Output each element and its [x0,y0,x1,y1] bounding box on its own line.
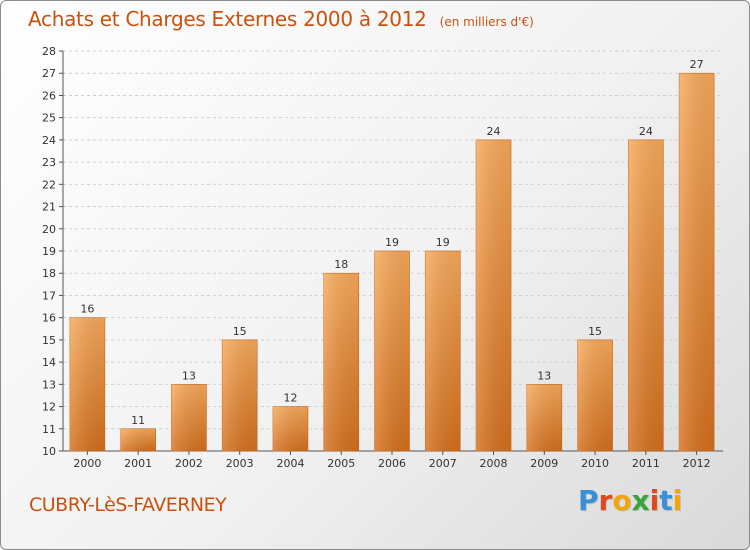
data-label: 24 [639,125,653,138]
bar-sheen-2001 [120,428,156,451]
logo-letter: i [672,484,683,517]
logo-letter: i [649,484,660,517]
x-tick-label: 2011 [632,457,660,470]
data-label: 13 [182,369,196,382]
commune-name: CUBRY-LèS-FAVERNEY [29,494,227,516]
y-tick-label: 27 [42,67,56,80]
y-tick-label: 23 [42,156,56,169]
y-tick-label: 28 [42,45,56,58]
y-tick-label: 25 [42,112,56,125]
logo-letter: o [612,484,632,517]
data-label: 12 [283,392,297,405]
y-tick-label: 15 [42,334,56,347]
x-tick-label: 2002 [175,457,203,470]
y-tick-label: 21 [42,201,56,214]
data-label: 15 [233,325,247,338]
y-tick-label: 16 [42,312,56,325]
x-tick-label: 2001 [124,457,152,470]
y-tick-label: 20 [42,223,56,236]
bar-sheen-2005 [323,273,359,451]
proxiti-logo: Proxiti [578,487,682,515]
x-tick-label: 2010 [581,457,609,470]
data-label: 24 [487,125,501,138]
x-tick-label: 2006 [378,457,406,470]
bar-sheen-2004 [272,406,308,451]
x-tick-label: 2003 [226,457,254,470]
data-label: 27 [690,58,704,71]
chart-unit-label: (en milliers d'€) [439,15,534,29]
bar-sheen-2003 [222,339,258,451]
y-tick-label: 12 [42,401,56,414]
data-label: 19 [385,236,399,249]
logo-letter: x [631,484,650,517]
x-tick-label: 2007 [429,457,457,470]
bar-sheen-2007 [425,251,461,451]
bar-sheen-2002 [171,384,207,451]
data-label: 15 [588,325,602,338]
y-tick-label: 19 [42,245,56,258]
y-tick-label: 22 [42,178,56,191]
bar-sheen-2011 [628,139,664,451]
y-tick-label: 11 [42,423,56,436]
bar-sheen-2006 [374,251,410,451]
y-tick-label: 17 [42,289,56,302]
x-tick-label: 2000 [73,457,101,470]
y-tick-label: 18 [42,267,56,280]
chart-title: Achats et Charges Externes 2000 à 2012 [28,7,427,31]
y-tick-label: 26 [42,89,56,102]
y-tick-label: 13 [42,378,56,391]
x-tick-label: 2009 [530,457,558,470]
data-label: 13 [537,369,551,382]
x-tick-label: 2012 [683,457,711,470]
y-tick-label: 14 [42,356,56,369]
logo-letter: t [659,484,673,517]
logo-letter: P [578,484,599,517]
data-label: 19 [436,236,450,249]
x-tick-label: 2005 [327,457,355,470]
title-block: Achats et Charges Externes 2000 à 2012 (… [28,7,534,31]
data-label: 11 [131,414,145,427]
bar-sheen-2010 [577,339,613,451]
y-tick-label: 24 [42,134,56,147]
bar-sheen-2008 [476,139,512,451]
data-label: 18 [334,258,348,271]
data-label: 16 [80,303,94,316]
y-tick-label: 10 [42,445,56,458]
x-tick-label: 2004 [276,457,304,470]
bar-sheen-2012 [679,73,715,451]
logo-letter: r [598,484,613,517]
bar-sheen-2009 [526,384,562,451]
bar-sheen-2000 [69,317,105,451]
x-tick-label: 2008 [480,457,508,470]
